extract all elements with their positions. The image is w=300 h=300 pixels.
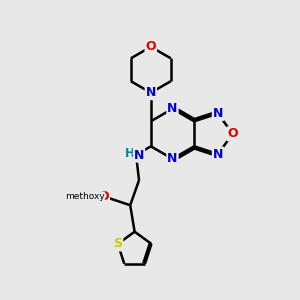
Text: methoxy: methoxy	[65, 192, 104, 201]
Text: N: N	[167, 102, 178, 115]
Text: H: H	[125, 147, 135, 160]
Text: N: N	[213, 148, 223, 160]
Text: N: N	[146, 86, 156, 99]
Text: O: O	[146, 40, 156, 53]
Text: O: O	[98, 190, 109, 203]
Text: O: O	[227, 127, 238, 140]
Text: N: N	[167, 152, 178, 165]
Text: N: N	[213, 107, 223, 120]
Text: N: N	[134, 149, 144, 162]
Text: S: S	[113, 237, 122, 250]
